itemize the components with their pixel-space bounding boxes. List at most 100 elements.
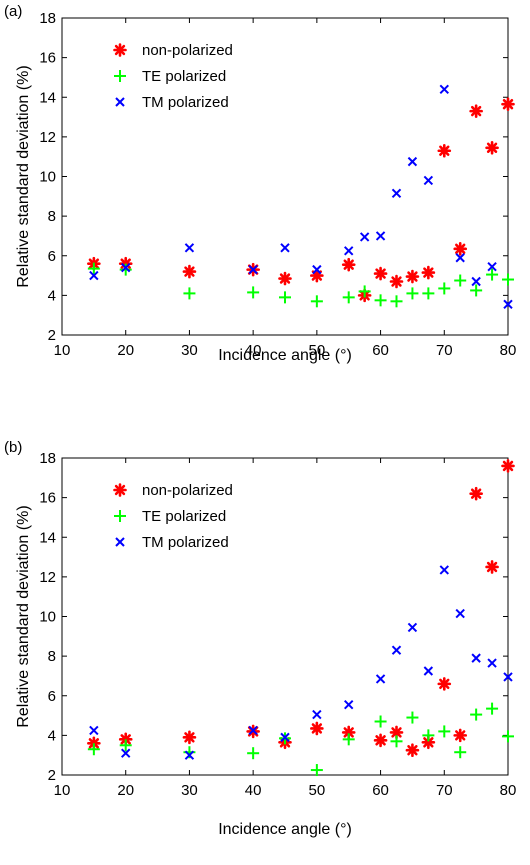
data-point: [485, 560, 499, 574]
data-point: [405, 269, 420, 284]
data-point: [501, 97, 515, 111]
data-point: [182, 730, 197, 745]
x-tick-label: 30: [181, 342, 198, 359]
data-point: [406, 711, 419, 724]
data-point: [485, 140, 499, 155]
x-tick-label: 50: [309, 342, 326, 359]
data-point: [359, 232, 370, 242]
data-point: [374, 715, 387, 728]
y-axis-label: Relative standard deviation (%): [15, 65, 32, 287]
data-point: [184, 750, 195, 760]
chart-panel-b: (b) 10 20 30 40 50 60 70 80 2 4 6 8 10 12 14 16 18 Inciden…: [4, 439, 516, 838]
data-point: [375, 674, 386, 684]
data-point: [390, 295, 403, 308]
legend-entry: non-polarized: [142, 42, 233, 59]
data-point: [391, 188, 402, 199]
data-point: [310, 295, 323, 308]
data-point: [453, 728, 468, 743]
data-point: [487, 261, 497, 272]
data-point: [389, 274, 404, 289]
x-tick-label: 60: [372, 342, 389, 359]
data-point: [248, 264, 258, 275]
data-point: [121, 262, 131, 273]
data-point: [470, 708, 483, 721]
legend-marker: [113, 43, 127, 57]
data-point: [87, 262, 100, 275]
data-point: [438, 725, 451, 738]
x-tick-label: 80: [500, 342, 517, 359]
data-point: [310, 268, 324, 283]
data-point: [184, 243, 195, 253]
data-point: [89, 725, 99, 736]
data-point: [280, 243, 290, 253]
data-point: [437, 143, 452, 158]
data-point: [248, 725, 258, 736]
data-point: [405, 743, 420, 758]
data-point: [439, 565, 449, 575]
legend-entry: non-polarized: [142, 482, 233, 499]
series-asterisk: [87, 97, 515, 303]
panel-label: (a): [4, 3, 22, 20]
x-tick-label: 60: [372, 782, 389, 799]
data-point: [455, 608, 465, 619]
data-point: [341, 257, 356, 272]
x-tick-label: 20: [117, 342, 134, 359]
y-tick-label: 16: [39, 490, 56, 507]
legend-marker: [115, 97, 125, 107]
data-point: [183, 287, 196, 300]
y-tick-label: 8: [48, 208, 56, 225]
data-point: [312, 264, 322, 275]
legend: non-polarized TE polarized TM polarized: [113, 42, 233, 111]
data-point: [422, 729, 435, 742]
data-point: [469, 486, 483, 501]
data-point: [391, 645, 402, 655]
data-point: [438, 282, 451, 295]
data-point: [119, 263, 132, 276]
data-point: [119, 739, 132, 752]
data-point: [454, 746, 467, 759]
x-tick-label: 40: [245, 782, 262, 799]
data-point: [455, 253, 465, 263]
data-point: [407, 622, 418, 633]
data-point: [487, 658, 497, 668]
series-plus: [87, 702, 514, 777]
y-tick-label: 16: [39, 50, 56, 67]
data-point: [502, 273, 514, 286]
data-point: [358, 285, 371, 298]
legend-marker: [115, 537, 125, 547]
legend-entry: TE polarized: [142, 68, 226, 85]
y-tick-label: 6: [48, 688, 56, 705]
y-tick-label: 2: [48, 767, 56, 784]
x-axis-label: Incidence angle (°): [218, 821, 352, 838]
x-tick-label: 80: [500, 782, 517, 799]
data-point: [453, 242, 468, 256]
x-tick-label: 10: [54, 342, 71, 359]
y-tick-label: 12: [39, 129, 56, 146]
data-point: [278, 271, 292, 286]
data-point: [121, 748, 131, 758]
data-point: [503, 299, 513, 309]
data-point: [247, 286, 260, 299]
series-asterisk: [87, 459, 515, 758]
legend-entry: TE polarized: [142, 508, 226, 525]
data-point: [501, 459, 515, 473]
y-tick-label: 14: [39, 89, 56, 106]
y-tick-label: 12: [39, 569, 56, 586]
y-tick-label: 4: [48, 287, 56, 304]
data-point: [373, 266, 388, 281]
data-point: [280, 732, 290, 743]
y-tick-label: 6: [48, 248, 56, 265]
panel-label: (b): [4, 439, 22, 456]
plot-area: [61, 457, 509, 776]
x-tick-label: 70: [436, 342, 453, 359]
data-point: [342, 291, 355, 304]
data-point: [312, 709, 322, 720]
data-point: [471, 653, 481, 663]
series-x: [89, 84, 513, 309]
data-point: [342, 733, 355, 746]
series-x: [89, 565, 513, 760]
data-point: [503, 672, 513, 682]
y-tick-label: 14: [39, 529, 56, 546]
data-point: [423, 666, 434, 676]
